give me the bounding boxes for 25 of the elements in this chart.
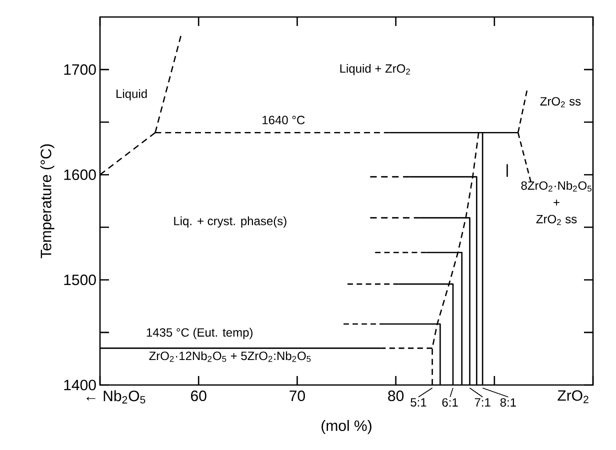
annotation: Liquid <box>116 89 147 100</box>
y-tick-label: 1700 <box>64 64 96 75</box>
annotation: 1435 °C (Eut. temp) <box>146 328 252 340</box>
y-tick-label: 1500 <box>64 274 96 286</box>
annotation: 8ZrO$_{2}$·Nb$_{2}$O$_{5}$ <box>521 180 592 192</box>
x-tick-label: 70 <box>290 390 305 402</box>
annotation: ZrO$_{2}$ ss <box>536 214 577 226</box>
annotation: 6:1 <box>442 398 458 407</box>
y-axis-title: Temperature (°C) <box>40 144 54 258</box>
annotation: ZrO$_{2}$ ss <box>540 97 581 108</box>
annotation: 5:1 <box>410 398 426 407</box>
x-tick-label: 80 <box>388 390 404 402</box>
y-tick-label: 1600 <box>64 169 96 180</box>
text: ZrO$_{2}$·12Nb$_{2}$O$_{5}$ + 5ZrO$_{2}$:Nb$_{2}$O$_{5}$ <box>149 351 311 362</box>
annotation: 8:1 <box>500 398 516 407</box>
annotation: Liquid + ZrO$_{2}$ <box>340 64 410 76</box>
annotation: + <box>554 200 560 206</box>
annotation: 1640 °C <box>262 116 305 124</box>
x-tick-label: 60 <box>191 390 206 402</box>
text: ← Nb$_{2}$O$_{5}$ <box>86 390 146 404</box>
annotation: 7:1 <box>474 398 490 406</box>
y-tick-label: 1400 <box>64 380 96 390</box>
text: ZrO$_{2}$ <box>558 390 588 404</box>
annotation: Liq. + cryst. phase(s) <box>174 216 286 228</box>
x-axis-title: (mol %) <box>322 420 372 434</box>
